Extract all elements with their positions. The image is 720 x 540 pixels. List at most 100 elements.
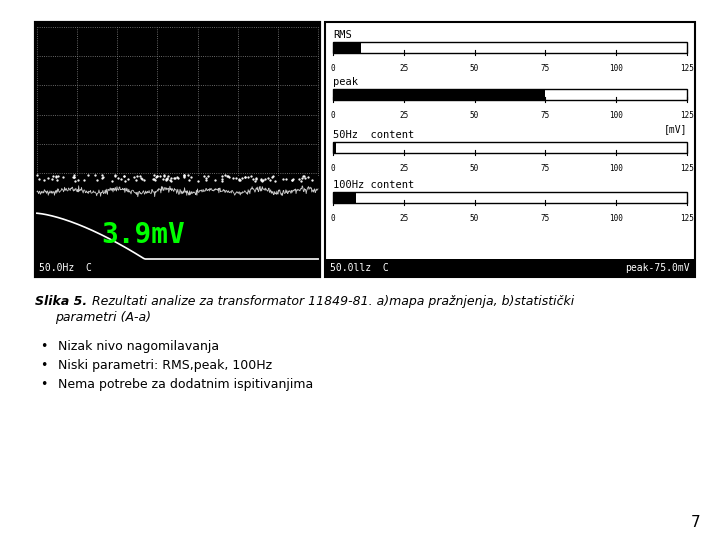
Text: 100Hz content: 100Hz content (333, 180, 414, 190)
Point (148, 174, 159, 183)
Point (161, 173, 173, 182)
Text: 50: 50 (470, 164, 480, 173)
Point (149, 176, 161, 184)
Point (68, 171, 80, 180)
Point (183, 171, 194, 179)
Text: 125: 125 (680, 111, 694, 120)
Point (136, 175, 148, 184)
Text: 75: 75 (541, 164, 550, 173)
Point (242, 173, 253, 181)
Point (68, 173, 80, 181)
Point (198, 172, 210, 180)
Text: •: • (40, 378, 48, 391)
Text: 100: 100 (609, 164, 623, 173)
Point (219, 171, 230, 180)
Point (171, 172, 183, 181)
Bar (325, 22, 695, 277)
Point (166, 173, 177, 182)
Text: 25: 25 (399, 214, 408, 223)
Point (118, 172, 130, 181)
Point (164, 176, 176, 184)
Bar (35, 205, 320, 259)
Point (50, 172, 62, 181)
Point (270, 176, 282, 185)
Point (172, 174, 184, 183)
Point (109, 171, 120, 180)
Text: 50: 50 (470, 64, 480, 73)
Bar (35, 22, 320, 277)
Bar (333, 42, 687, 53)
Text: 0: 0 (330, 111, 336, 120)
Text: 25: 25 (399, 164, 408, 173)
Point (262, 173, 274, 182)
Bar (333, 89, 687, 100)
Point (169, 174, 181, 183)
Text: 75: 75 (541, 214, 550, 223)
Point (165, 177, 176, 185)
Text: 50.0llz  C: 50.0llz C (330, 263, 389, 273)
Point (158, 172, 170, 180)
Point (154, 172, 166, 180)
Point (32, 171, 43, 180)
Point (161, 174, 173, 183)
Text: Rezultati analize za transformator 11849-81. a)mapa pražnjenja, b)statistički: Rezultati analize za transformator 11849… (88, 295, 575, 308)
Point (287, 175, 298, 184)
Point (240, 172, 251, 181)
Point (257, 176, 269, 185)
Point (240, 172, 251, 181)
Point (50, 172, 61, 180)
Point (247, 174, 258, 183)
Point (148, 175, 159, 184)
Point (168, 174, 179, 183)
Text: Niski parametri: RMS,peak, 100Hz: Niski parametri: RMS,peak, 100Hz (58, 359, 272, 372)
Text: 3.9mV: 3.9mV (102, 221, 185, 249)
Point (158, 171, 170, 179)
Point (96, 174, 107, 183)
Point (217, 174, 228, 183)
Bar (325, 259, 695, 277)
Point (151, 171, 163, 180)
Point (179, 171, 190, 179)
Point (67, 172, 78, 181)
Point (268, 171, 279, 180)
Text: 50: 50 (470, 214, 480, 223)
Point (132, 172, 143, 181)
Bar (35, 177, 320, 205)
Text: [mV]: [mV] (664, 124, 687, 134)
Text: 125: 125 (680, 164, 694, 173)
Point (298, 172, 310, 180)
Text: 25: 25 (399, 64, 408, 73)
Point (46, 175, 58, 184)
Point (192, 177, 204, 185)
Text: 0: 0 (330, 164, 336, 173)
Point (210, 176, 221, 185)
Point (161, 176, 172, 184)
Point (150, 172, 161, 181)
Point (277, 174, 289, 183)
Point (199, 176, 211, 185)
Point (78, 175, 89, 184)
Point (233, 176, 245, 185)
Point (251, 174, 262, 183)
Point (52, 176, 63, 184)
Point (250, 175, 261, 184)
Point (223, 173, 235, 181)
Point (118, 172, 130, 180)
Text: peak: peak (333, 77, 358, 87)
Point (178, 172, 189, 181)
Point (266, 173, 278, 181)
Point (302, 173, 314, 181)
Point (134, 172, 145, 180)
Point (216, 176, 228, 185)
Point (185, 172, 197, 181)
Point (151, 171, 163, 180)
Point (161, 175, 172, 184)
Point (216, 172, 228, 180)
Point (184, 176, 195, 184)
Point (202, 172, 214, 180)
Point (295, 177, 307, 185)
Text: 125: 125 (680, 64, 694, 73)
Point (235, 176, 246, 184)
Point (57, 173, 68, 181)
Point (227, 174, 238, 183)
